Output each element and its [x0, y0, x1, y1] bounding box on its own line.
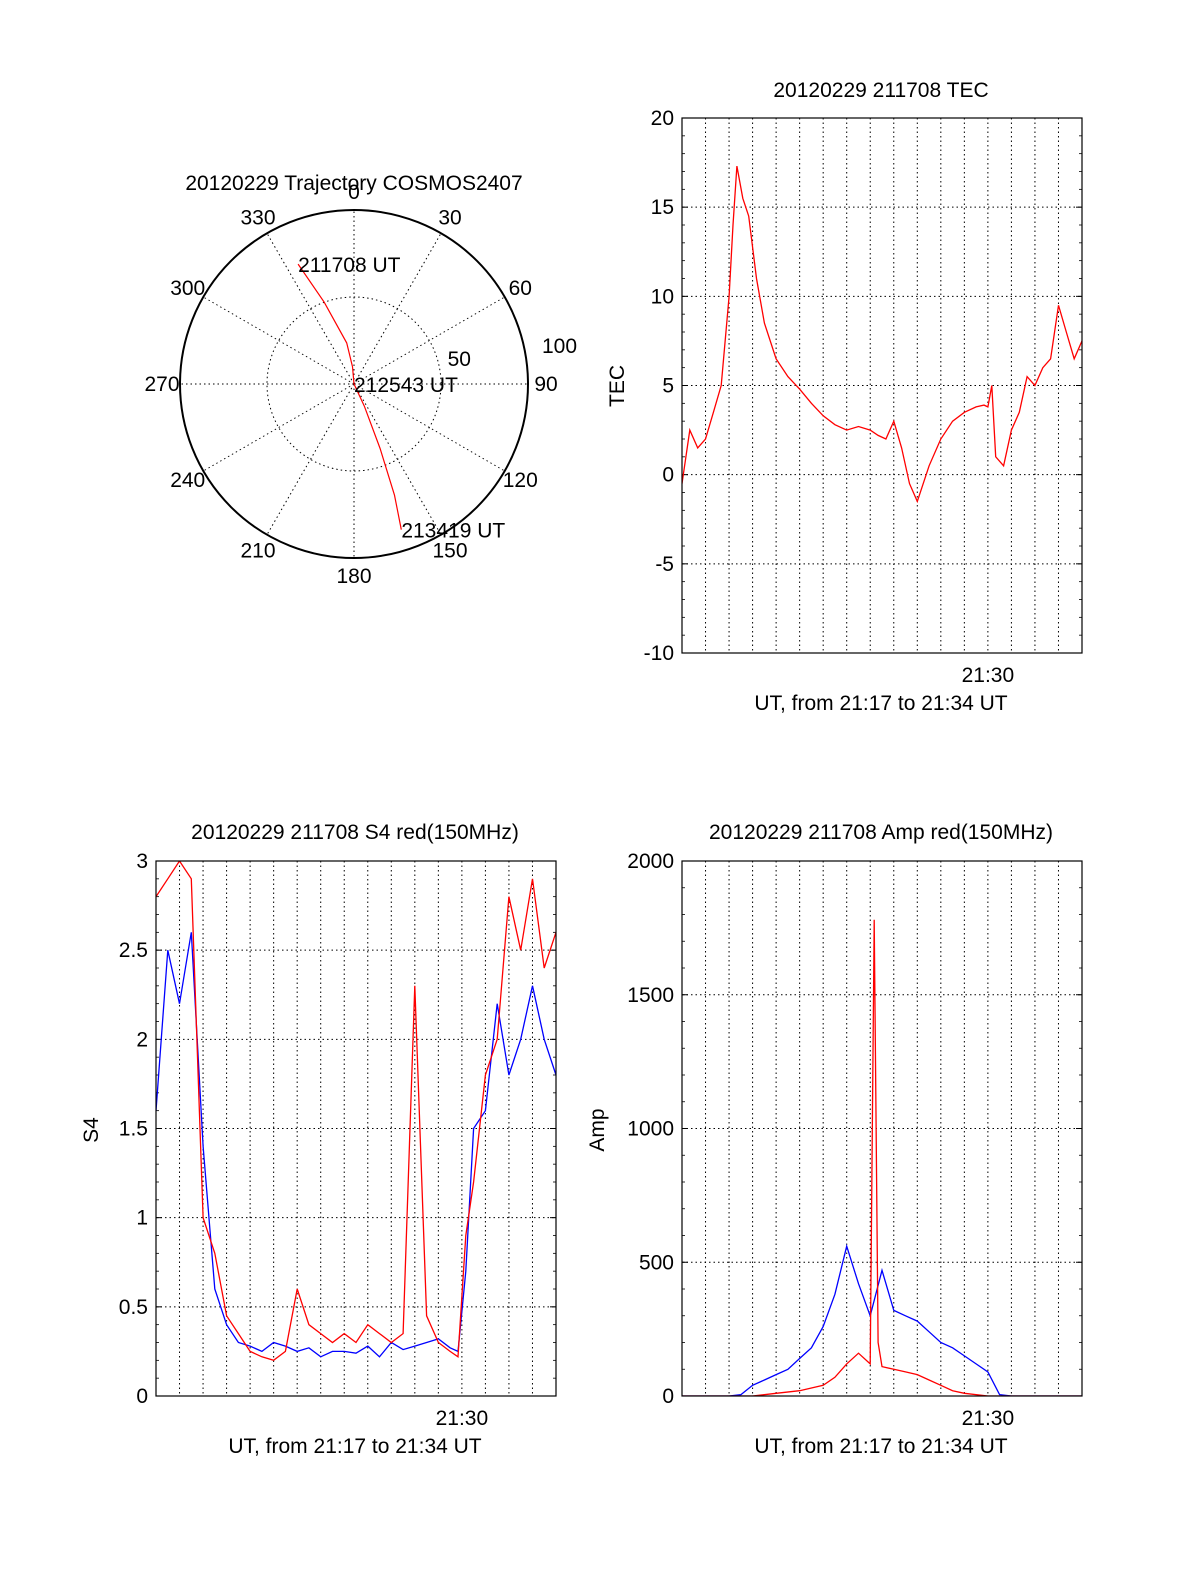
polar-spoke [353, 296, 505, 385]
polar-angle-label: 330 [240, 207, 275, 230]
series-line-1 [156, 861, 556, 1362]
chart-title: 20120229 211708 Amp red(150MHz) [709, 821, 1053, 844]
y-tick-label: 0 [136, 1385, 148, 1408]
chart-title: 20120229 Trajectory COSMOS2407 [185, 172, 522, 195]
polar-spoke [266, 383, 355, 535]
series-line-1 [682, 919, 1082, 1396]
polar-spoke [203, 296, 355, 385]
series [682, 919, 1082, 1396]
polar-angle-label: 180 [336, 565, 371, 588]
x-axis-label: UT, from 21:17 to 21:34 UT [754, 692, 1007, 715]
tick-labels: 0 500 1000 1500 2000 21:30 [627, 850, 1014, 1430]
polar-angle-label: 300 [170, 277, 205, 300]
x-tick-label: 21:30 [962, 1407, 1015, 1430]
series-line-0 [682, 165, 1082, 504]
plot-frame [681, 117, 1083, 654]
tick-labels: 0 0.5 1 1.5 2 2.5 3 21:30 [119, 850, 488, 1430]
y-tick-label: 2.5 [119, 939, 148, 962]
polar-spoke [353, 233, 442, 385]
polar-angle-label: 240 [170, 469, 205, 492]
series-group [156, 861, 556, 1362]
grid [682, 860, 1082, 1397]
polar-angle-label: 120 [503, 469, 538, 492]
polar-angle-label: 150 [432, 539, 467, 562]
y-tick-label: 15 [651, 196, 674, 219]
y-axis-label: Amp [586, 1108, 609, 1151]
trajectory-time-label: 212543 UT [354, 374, 458, 397]
series-group [682, 165, 1082, 504]
s4-chart: 20120229 211708 S4 red(150MHz) UT, from … [80, 821, 557, 1458]
grid [156, 860, 556, 1397]
y-tick-label: -10 [644, 642, 674, 665]
x-axis-label: UT, from 21:17 to 21:34 UT [228, 1435, 481, 1458]
polar-outer-ring [179, 209, 529, 559]
series [156, 861, 556, 1362]
x-tick-label: 21:30 [962, 664, 1015, 687]
chart-title: 20120229 211708 S4 red(150MHz) [191, 821, 519, 844]
y-tick-label: 1 [136, 1207, 148, 1230]
polar-angle-label: 30 [438, 207, 461, 230]
y-tick-label: 1.5 [119, 1118, 148, 1141]
y-axis-label: TEC [606, 365, 629, 407]
x-tick-label: 21:30 [436, 1407, 489, 1430]
y-tick-label: 0.5 [119, 1296, 148, 1319]
tick-labels: -10 -5 0 5 10 15 20 21:30 [644, 107, 1015, 687]
y-tick-label: 0 [662, 1385, 674, 1408]
trajectory-track [297, 263, 402, 530]
y-tick-label: 2000 [627, 850, 674, 873]
plot-frame [681, 860, 1083, 1397]
chart-title: 20120229 211708 TEC [773, 79, 988, 102]
x-axis-label: UT, from 21:17 to 21:34 UT [754, 1435, 1007, 1458]
polar-spoke [353, 383, 442, 535]
polar-angle-label: 0 [348, 181, 360, 204]
y-tick-label: 1000 [627, 1118, 674, 1141]
y-tick-label: 20 [651, 107, 674, 130]
y-tick-label: 1500 [627, 984, 674, 1007]
polar-angle-labels: 0 30 60 90 120 150 180 210 240 270 300 330 50 100 [144, 181, 577, 588]
amp-chart: 20120229 211708 Amp red(150MHz) UT, from… [586, 821, 1083, 1458]
polar-angle-label: 210 [240, 539, 275, 562]
polar-radius-label: 100 [542, 335, 577, 358]
series-line-0 [682, 1243, 1082, 1396]
trajectory-line [297, 263, 402, 530]
y-tick-label: 500 [639, 1251, 674, 1274]
polar-angle-label: 270 [144, 373, 179, 396]
plot-frame [155, 860, 557, 1397]
polar-radius-label: 50 [448, 348, 471, 371]
grid [682, 117, 1082, 654]
y-axis-label: S4 [80, 1117, 103, 1143]
y-tick-label: 3 [136, 850, 148, 873]
series [682, 165, 1082, 504]
polar-trajectory-chart: 20120229 Trajectory COSMOS2407 0 30 60 90 12… [144, 172, 577, 588]
polar-spoke [353, 383, 505, 472]
series-group [682, 919, 1082, 1396]
polar-angle-label: 90 [534, 373, 557, 396]
polar-grid [179, 209, 529, 559]
tec-chart: 20120229 211708 TEC UT, from 21:17 to 21… [606, 79, 1083, 715]
y-tick-label: 5 [662, 375, 674, 398]
trajectory-annotations: 211708 UT 212543 UT 213419 UT [298, 254, 505, 542]
trajectory-time-label: 211708 UT [298, 254, 401, 277]
polar-spoke [266, 233, 355, 385]
polar-angle-label: 60 [509, 277, 532, 300]
y-tick-label: 0 [662, 464, 674, 487]
polar-spoke [203, 383, 355, 472]
y-tick-label: -5 [655, 553, 674, 576]
y-tick-label: 10 [651, 285, 674, 308]
series-line-0 [156, 932, 556, 1358]
y-tick-label: 2 [136, 1028, 148, 1051]
trajectory-time-label: 213419 UT [401, 520, 505, 543]
